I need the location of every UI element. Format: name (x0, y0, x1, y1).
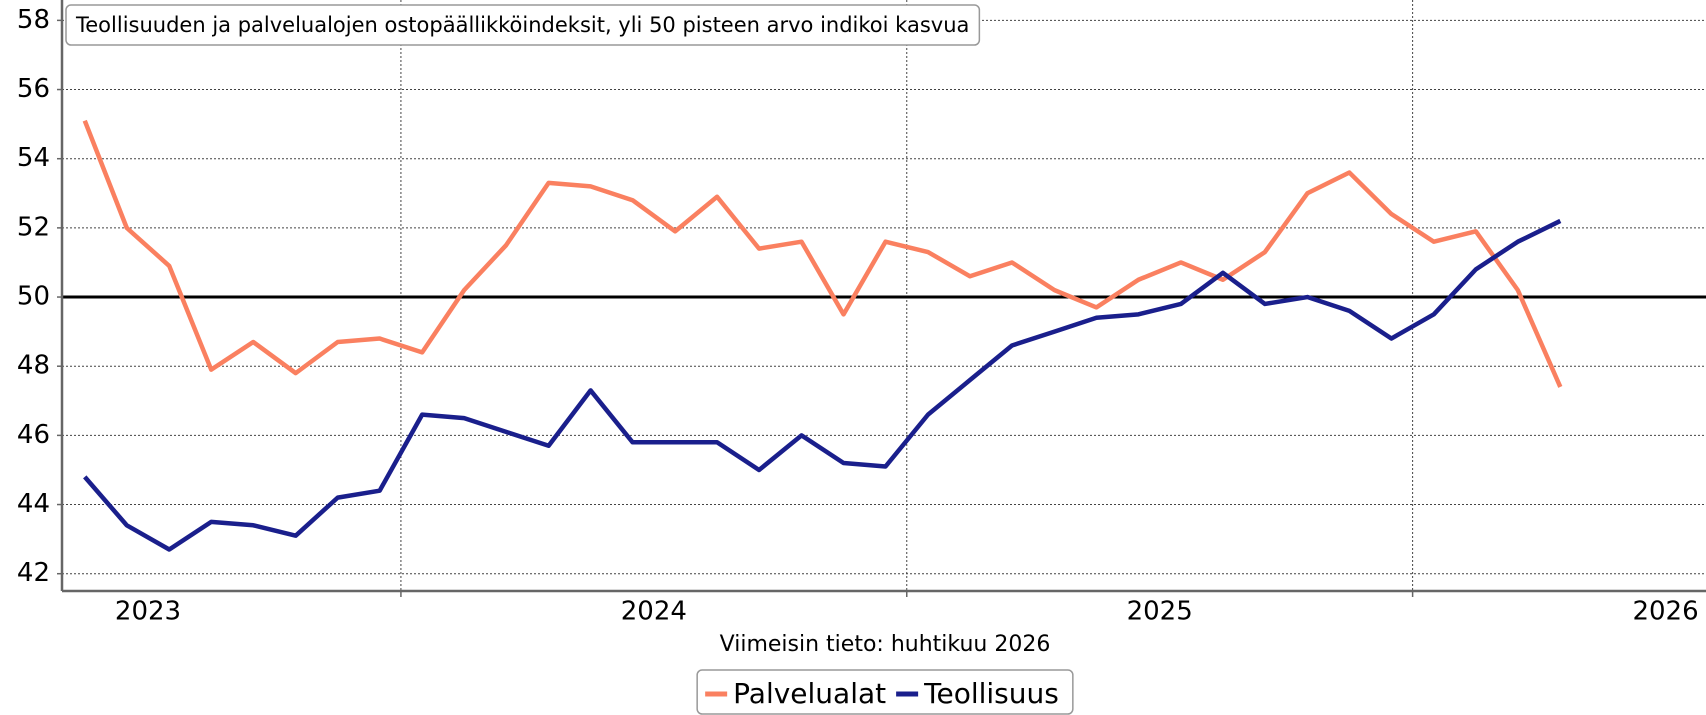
y-tick-label: 46 (17, 420, 50, 450)
y-tick-label: 50 (17, 282, 50, 312)
y-tick-label: 44 (17, 489, 50, 519)
y-tick-label: 52 (17, 212, 50, 242)
x-tick-label: 2023 (115, 597, 181, 627)
title-frame (65, 4, 981, 46)
legend-label: Teollisuus (923, 677, 1059, 710)
x-axis-label: Viimeisin tieto: huhtikuu 2026 (720, 632, 1051, 657)
x-tick-label: 2024 (621, 597, 687, 627)
y-tick-label: 54 (17, 143, 50, 173)
series-line (82, 119, 1563, 388)
chart-title: Teollisuuden ja palvelualojen ostopäälli… (75, 13, 969, 37)
legend-label: Palvelualat (733, 677, 886, 710)
legend-frame (696, 669, 1074, 715)
title-box: Teollisuuden ja palvelualojen ostopäälli… (65, 4, 981, 46)
legend: Palvelualat Teollisuus (696, 669, 1074, 715)
y-tick-label: 56 (17, 74, 50, 104)
y-tick-label: 58 (17, 5, 50, 35)
x-tick-label: 2025 (1127, 597, 1193, 627)
x-tick-label: 2026 (1632, 597, 1698, 627)
y-tick-label: 48 (17, 351, 50, 381)
y-tick-label: 42 (17, 558, 50, 588)
series-line (83, 218, 1562, 552)
